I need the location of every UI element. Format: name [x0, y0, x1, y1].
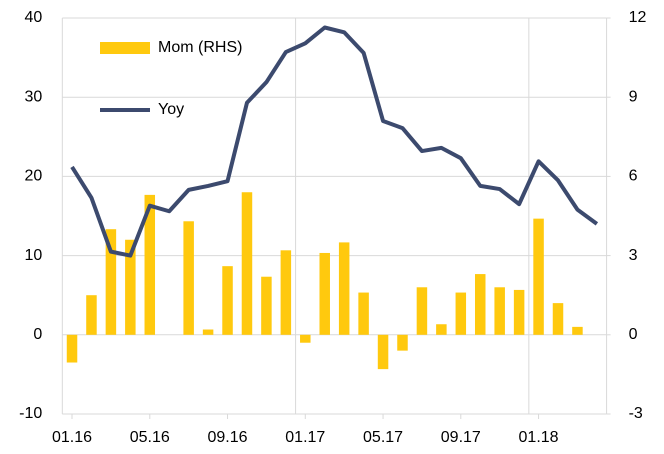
legend-swatch	[100, 42, 150, 54]
x-tick-label: 01.16	[52, 429, 92, 446]
x-tick-label: 05.16	[130, 429, 170, 446]
x-tick-label: 01.18	[519, 429, 559, 446]
bar	[436, 324, 447, 335]
bar	[358, 292, 369, 335]
bar	[572, 326, 583, 335]
legend-label: Mom (RHS)	[158, 39, 242, 56]
bar	[105, 229, 117, 335]
bar	[66, 334, 78, 363]
bar	[513, 289, 525, 335]
bar	[261, 276, 272, 335]
bar	[241, 192, 253, 335]
bar	[183, 221, 194, 335]
bar	[300, 334, 311, 343]
bar	[202, 329, 214, 335]
y2-tick-label: 0	[629, 326, 638, 343]
bar	[280, 250, 292, 335]
y2-tick-label: 3	[629, 247, 638, 264]
bar	[338, 242, 350, 335]
bar	[125, 239, 136, 335]
bar	[397, 334, 408, 351]
bar	[455, 292, 467, 335]
bar	[474, 274, 486, 335]
bar	[416, 287, 428, 335]
y-tick-label: 30	[25, 88, 43, 105]
x-tick-label: 09.16	[208, 429, 248, 446]
bar	[86, 295, 97, 335]
y2-tick-label: 12	[629, 9, 647, 26]
y-tick-label: 20	[25, 168, 43, 185]
bar	[533, 218, 544, 335]
bar	[319, 252, 330, 335]
x-tick-label: 05.17	[363, 429, 403, 446]
line	[70, 25, 599, 258]
y2-tick-label: 6	[629, 168, 638, 185]
x-tick-label: 01.17	[285, 429, 325, 446]
bar	[377, 334, 389, 370]
legend-label: Yoy	[158, 101, 184, 118]
y-tick-label: -10	[19, 405, 42, 422]
y-tick-label: 0	[33, 326, 42, 343]
bar	[494, 287, 505, 335]
bar	[222, 266, 233, 335]
y-tick-label: 40	[25, 9, 43, 26]
y-tick-label: 10	[25, 247, 43, 264]
y2-tick-label: -3	[629, 405, 643, 422]
x-tick-label: 09.17	[441, 429, 481, 446]
bar	[144, 194, 156, 335]
y2-tick-label: 9	[629, 88, 638, 105]
bar	[552, 303, 564, 335]
